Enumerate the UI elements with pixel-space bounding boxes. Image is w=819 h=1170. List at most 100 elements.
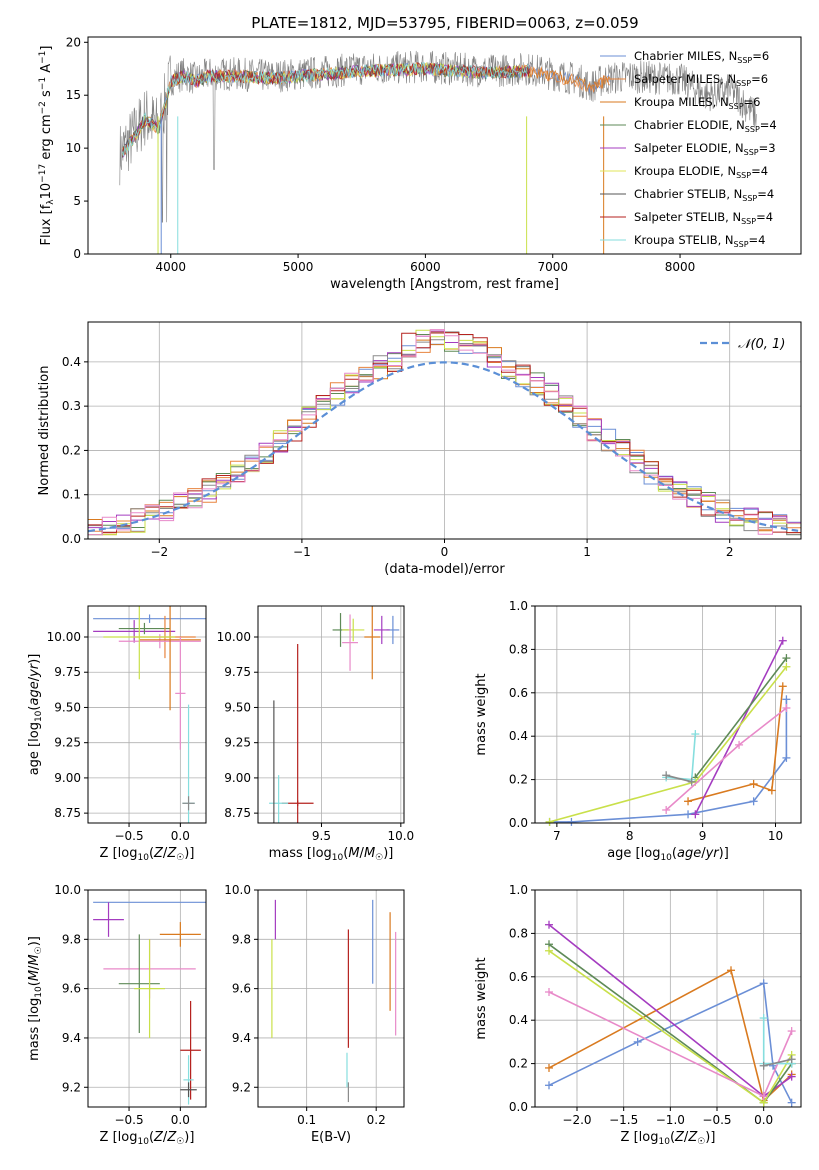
axes-residuals: −2 −1 0 1 2 0.0 0.1 0.2 0.3 0.4 (data-model)/error… xyxy=(37,321,802,577)
x-tick-label: 1 xyxy=(583,545,591,559)
x-tick-label: −0.5 xyxy=(114,829,143,843)
legend-label: Salpeter MILES, NSSP=6 xyxy=(634,72,768,88)
y-tick-label: 0.2 xyxy=(509,1057,528,1071)
x-tick-label: −0.5 xyxy=(702,1113,731,1127)
plus-marker xyxy=(687,777,696,786)
y-tick-label: 0.0 xyxy=(509,816,528,830)
weight-series-line xyxy=(549,666,788,823)
x-tick-label: 0.0 xyxy=(171,829,190,843)
plus-marker xyxy=(727,966,735,975)
error-bar-point xyxy=(182,796,195,811)
plus-marker xyxy=(782,654,791,663)
x-tick-label: 7000 xyxy=(537,260,568,274)
y-tick-label: 5 xyxy=(73,194,81,208)
plus-marker xyxy=(545,987,553,996)
plus-marker xyxy=(567,817,576,826)
weight-series-line xyxy=(687,686,784,803)
plus-marker xyxy=(782,753,791,762)
axes-frame xyxy=(534,889,802,1108)
error-bar-point xyxy=(139,606,201,711)
x-tick-label: −2 xyxy=(150,545,168,559)
y-tick-label: 9.25 xyxy=(224,736,251,750)
plus-marker xyxy=(749,797,758,806)
x-tick-label: 6000 xyxy=(410,260,441,274)
plus-marker xyxy=(759,1061,768,1070)
y-tick-label: 9.50 xyxy=(54,700,81,714)
weight-series-line xyxy=(763,1058,792,1067)
plot-area-age_vs_Z xyxy=(93,606,206,823)
axes-spectrum: 4000 5000 6000 7000 8000 0 5 10 15 20 wavelength [… xyxy=(38,35,802,292)
axes-frame xyxy=(257,889,405,1108)
x-tick-label: 0.0 xyxy=(754,1113,773,1127)
x-tick-label: 10.0 xyxy=(387,829,414,843)
y-tick-label: 0.8 xyxy=(509,642,528,656)
plus-marker xyxy=(684,797,693,806)
y-tick-label: 9.50 xyxy=(224,700,251,714)
plus-marker xyxy=(759,1092,768,1101)
plus-marker xyxy=(778,636,787,645)
plus-marker xyxy=(735,740,744,749)
error-bar-point xyxy=(180,1000,201,1100)
plus-marker xyxy=(545,946,553,955)
weight-series-line xyxy=(665,707,787,811)
error-bar-point xyxy=(342,614,358,671)
y-tick-label: 0.0 xyxy=(509,1100,528,1114)
error-bar-point xyxy=(118,634,201,649)
plus-marker xyxy=(545,1081,553,1090)
observed-spectrum-line xyxy=(119,50,757,223)
y-tick-label: 0 xyxy=(73,247,81,261)
x-tick-label: 8000 xyxy=(665,260,696,274)
y-axis-label: mass weight xyxy=(474,957,489,1039)
axes-weight_vs_age: 7 8 9 10 0.0 0.2 0.4 0.6 0.8 1.0 age [log10(age/yr… xyxy=(474,599,802,863)
y-tick-label: 15 xyxy=(66,88,81,102)
x-axis-label: wavelength [Angstrom, rest frame] xyxy=(330,277,559,292)
axes-frame xyxy=(534,605,802,824)
x-tick-label: −0.5 xyxy=(114,1113,143,1127)
y-tick-label: 9.6 xyxy=(62,982,81,996)
y-tick-label: 9.25 xyxy=(54,736,81,750)
y-tick-label: 9.8 xyxy=(232,932,251,946)
histogram-step-line xyxy=(88,329,801,536)
y-tick-label: 9.8 xyxy=(62,932,81,946)
plot-area-residuals xyxy=(87,329,801,536)
plus-marker xyxy=(633,1037,642,1046)
y-tick-label: 1.0 xyxy=(509,599,528,613)
y-tick-label: 9.4 xyxy=(62,1031,81,1045)
plus-marker xyxy=(691,810,700,819)
y-tick-label: 10.00 xyxy=(217,630,251,644)
legend-label: 𝒩(0, 1) xyxy=(738,337,785,352)
weight-series-line xyxy=(666,774,692,783)
error-bar-point xyxy=(159,922,201,947)
y-tick-label: 0.4 xyxy=(509,1013,528,1027)
legend-label: Kroupa ELODIE, NSSP=4 xyxy=(634,164,768,180)
plus-marker xyxy=(545,817,554,826)
y-tick-label: 1.0 xyxy=(509,883,528,897)
axes-frame xyxy=(87,36,802,255)
y-tick-label: 9.2 xyxy=(232,1080,251,1094)
y-axis-label: Flux [fλ10−17 erg cm−2 s−1 A−1] xyxy=(38,46,56,246)
plus-marker xyxy=(662,771,671,780)
x-tick-label: 4000 xyxy=(155,260,186,274)
error-bar-point xyxy=(93,902,124,937)
axes-frame xyxy=(87,605,207,824)
axes-mass_vs_Z: −0.5 0.0 9.2 9.4 9.6 9.8 10.0 Z [log10(Z/Z☉)] ma… xyxy=(27,883,207,1147)
legend-label: Chabrier STELIB, NSSP=4 xyxy=(634,187,774,203)
y-tick-label: 9.00 xyxy=(54,771,81,785)
axes-frame xyxy=(257,605,405,824)
plus-marker xyxy=(545,920,553,929)
x-tick-label: 0.2 xyxy=(367,1113,386,1127)
plus-marker xyxy=(787,1027,796,1036)
error-bar-point xyxy=(103,606,176,680)
error-bar-point xyxy=(175,637,186,750)
x-tick-label: −1 xyxy=(293,545,311,559)
error-bar-point xyxy=(93,620,176,643)
x-axis-label: (data-model)/error xyxy=(384,562,505,577)
y-axis-label: Normed distribution xyxy=(37,366,52,496)
plus-marker xyxy=(749,779,758,788)
y-tick-label: 20 xyxy=(66,35,81,49)
weight-series-line xyxy=(666,733,697,781)
y-tick-label: 10 xyxy=(66,141,81,155)
x-axis-label: Z [log10(Z/Z☉)] xyxy=(100,1130,195,1147)
histogram-step-line xyxy=(88,329,801,536)
x-tick-label: 7 xyxy=(553,829,561,843)
